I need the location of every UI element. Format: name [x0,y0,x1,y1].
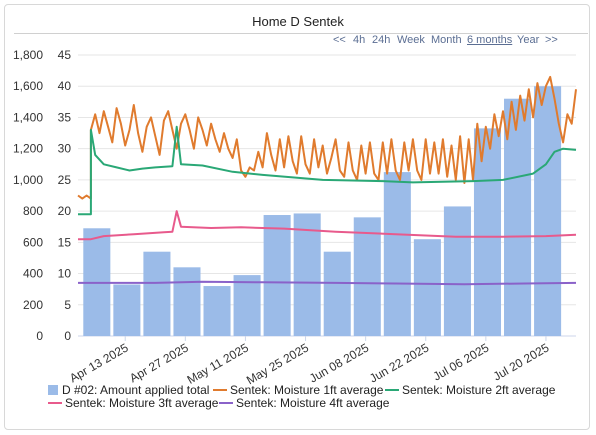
legend-label: Sentek: Moisture 2ft average [402,383,556,397]
bar [534,86,562,336]
y-right-tick-label: 45 [58,48,72,62]
range-option-4h[interactable]: 4h [353,34,366,46]
legend-item: Sentek: Moisture 4ft average [219,396,390,410]
y-left-tick-label: 600 [23,235,43,249]
y-left-tick-label: 1,600 [13,79,43,93]
line-series [77,75,577,286]
x-tick-label: Jun 22 2025 [367,340,431,385]
bar [413,239,441,336]
x-tick-label: Jul 20 2025 [491,340,552,383]
series-line-3 [78,210,577,241]
range-option-24h[interactable]: 24h [372,34,391,46]
bar [504,98,532,336]
y-axis-right: 0 5 10 15 20 25 30 35 40 45 [58,48,72,343]
y-right-tick-label: 30 [58,142,72,156]
x-tick-label: May 25 2025 [244,340,311,387]
y-left-tick-label: 0 [36,329,43,343]
range-forward-button[interactable]: >> [545,34,558,46]
y-right-tick-label: 15 [58,235,72,249]
bar [473,128,502,336]
legend-item: Sentek: Moisture 3ft average [48,396,219,410]
bar [143,251,171,336]
y-left-tick-label: 1,800 [13,48,43,62]
x-tick-label: Apr 27 2025 [127,340,191,385]
y-right-tick-label: 25 [58,173,72,187]
legend-label: D #02: Amount applied total [62,383,209,397]
title-divider [14,33,588,34]
series-line-4 [78,280,577,286]
legend: D #02: Amount applied total Sentek: Moist… [48,383,556,410]
range-option-6-months[interactable]: 6 months [467,34,513,46]
y-right-tick-label: 20 [58,204,72,218]
legend-label: Sentek: Moisture 4ft average [236,396,390,410]
legend-item: Sentek: Moisture 2ft average [385,383,556,397]
y-axis-left: 0 200 400 600 800 1,000 1,200 1,400 1,600 1,800 [13,48,43,343]
y-left-tick-label: 1,000 [13,173,43,187]
y-right-tick-label: 10 [58,267,72,281]
bar [233,275,261,336]
bar [203,286,231,336]
y-right-tick-label: 0 [64,329,71,343]
legend-item: Sentek: Moisture 1ft average [213,383,384,397]
bar [443,206,471,336]
legend-swatch [48,385,58,395]
range-back-button[interactable]: << [333,34,346,46]
bar [173,267,201,336]
y-right-tick-label: 35 [58,110,72,124]
y-left-tick-label: 1,400 [13,110,43,124]
legend-item: D #02: Amount applied total [48,383,209,397]
chart-title: Home D Sentek [252,14,344,29]
y-right-tick-label: 40 [58,79,72,93]
bar [113,284,141,336]
bar [353,217,381,336]
y-left-tick-label: 1,200 [13,142,43,156]
bar [293,213,321,336]
bar [263,215,291,336]
x-tick-label: Apr 13 2025 [67,340,131,385]
series-line-2 [78,125,577,216]
y-left-tick-label: 200 [23,298,43,312]
x-tick-label: Jun 08 2025 [307,340,371,385]
bar [383,172,411,336]
range-option-week[interactable]: Week [397,34,425,46]
bar-series [83,86,562,336]
y-right-tick-label: 5 [64,298,71,312]
legend-label: Sentek: Moisture 1ft average [230,383,384,397]
range-option-month[interactable]: Month [431,34,462,46]
x-tick-label: May 11 2025 [185,340,252,387]
series-line-1 [77,75,577,200]
y-left-tick-label: 400 [23,267,43,281]
x-tick-label: Jul 06 2025 [431,340,492,383]
range-option-year[interactable]: Year [517,34,540,46]
y-left-tick-label: 800 [23,204,43,218]
bar [323,251,351,336]
legend-label: Sentek: Moisture 3ft average [65,396,219,410]
